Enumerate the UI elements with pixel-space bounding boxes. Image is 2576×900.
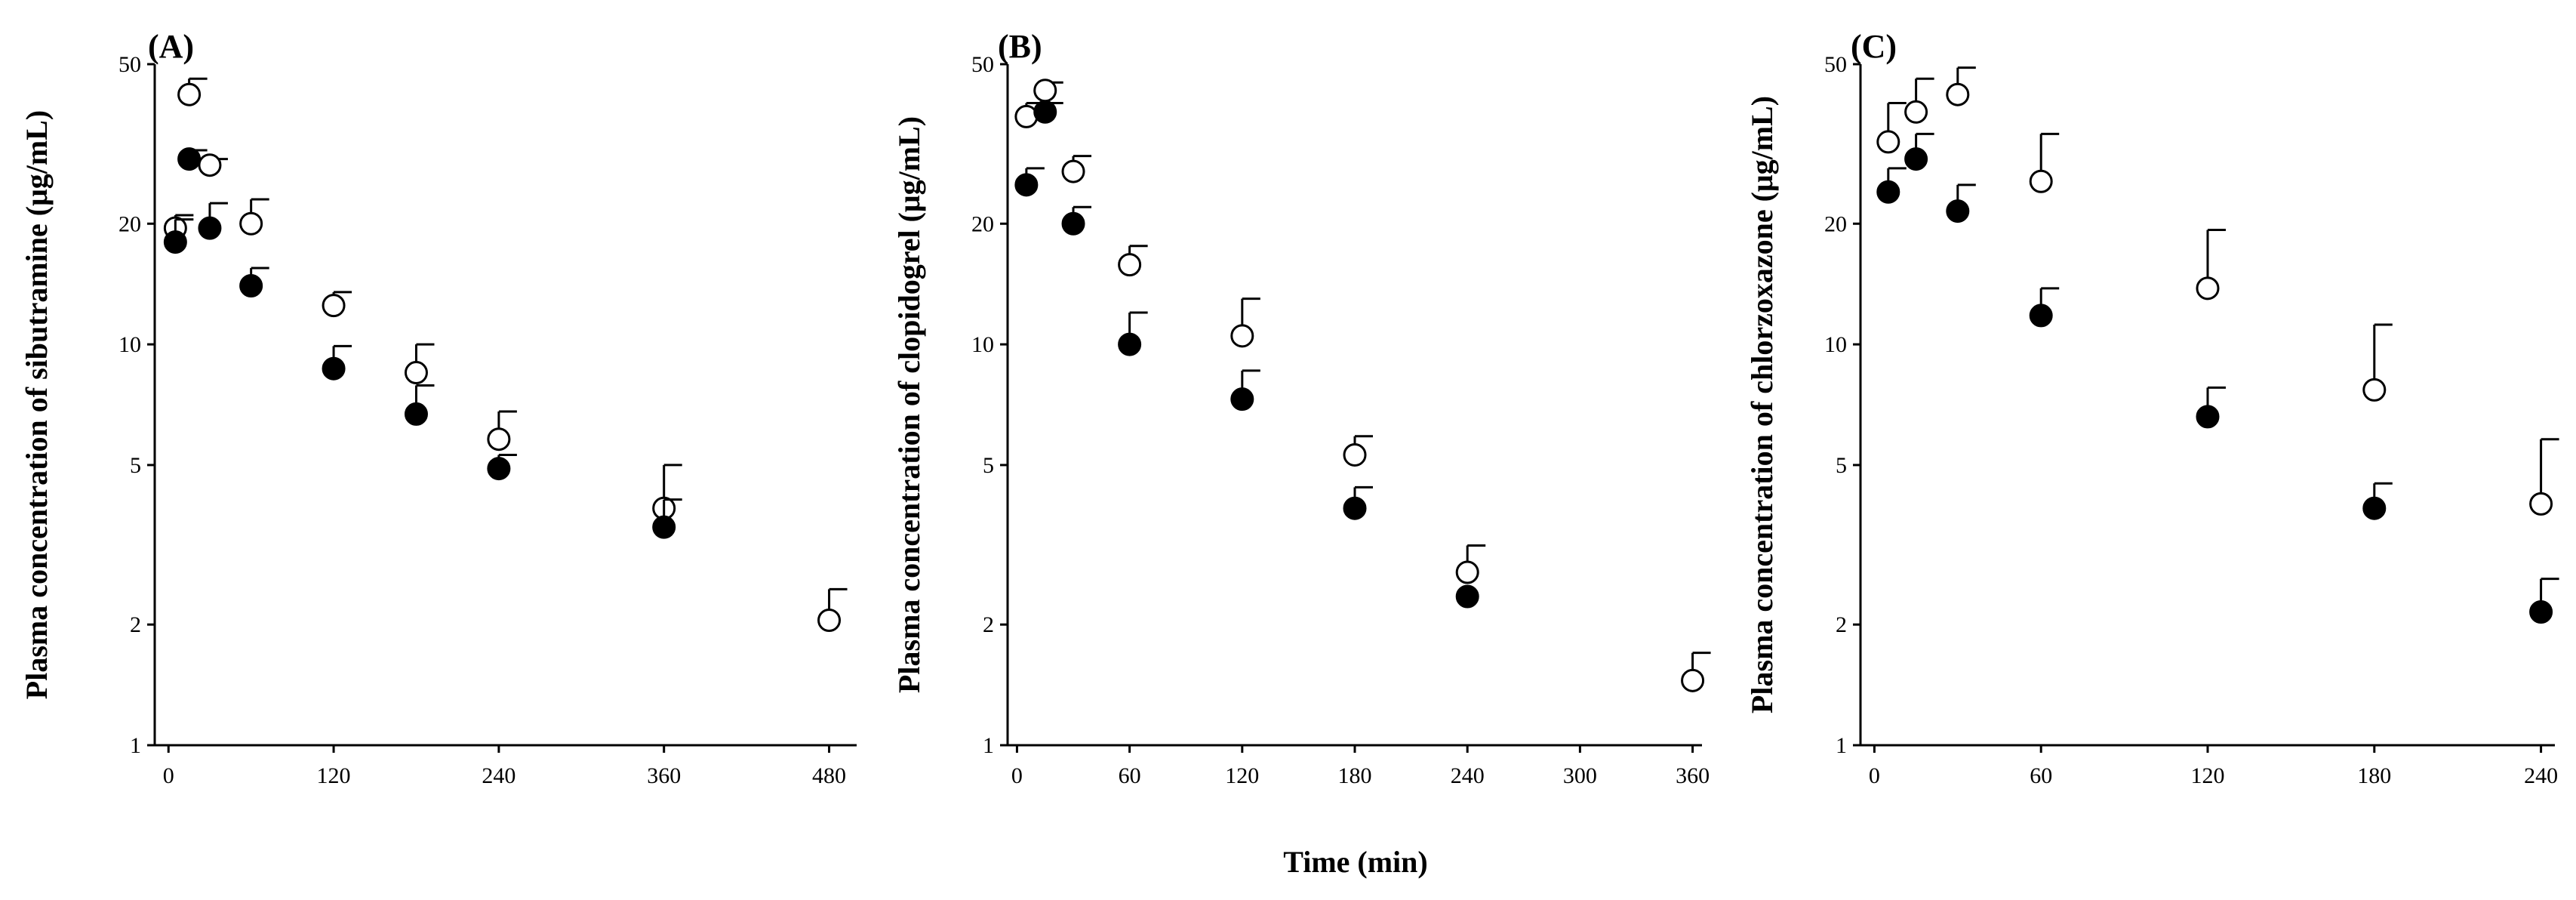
open-circle-point <box>1681 668 1705 692</box>
y-axis-title: Plasma concentration of clopidogrel (μg/… <box>892 116 926 693</box>
x-tick-label: 60 <box>2030 763 2052 788</box>
panel-b: 1 2 5 10 20 50 0 60 120 180 240 300 360 Plasma concen… <box>892 28 1711 788</box>
y-axis-title: Plasma concentration of sibutramine (μg/… <box>20 110 54 699</box>
y-tick-label: 1 <box>983 733 994 758</box>
y-tick-label: 10 <box>971 332 994 357</box>
y-tick-label: 10 <box>1824 332 1847 357</box>
y-tick-label: 20 <box>118 211 141 236</box>
open-circle-point <box>2196 276 2220 301</box>
open-circle-point <box>1946 82 1970 106</box>
filled-circle-point <box>2196 405 2220 429</box>
filled-circle-point <box>1118 332 1142 356</box>
open-circle-point <box>1118 253 1142 277</box>
filled-circle-point <box>198 216 222 240</box>
open-circle-point <box>1904 100 1928 124</box>
x-tick-label: 180 <box>2357 763 2391 788</box>
open-circle-point <box>2029 169 2053 193</box>
filled-circle-point <box>487 457 511 481</box>
filled-circle-point <box>163 230 187 254</box>
y-tick-label: 2 <box>983 612 994 637</box>
x-tick-label: 240 <box>2524 763 2558 788</box>
open-circle-point <box>2362 378 2387 402</box>
filled-circle-point <box>2362 496 2387 520</box>
open-circle-point <box>487 427 511 452</box>
open-circle-point <box>1876 130 1900 154</box>
filled-circle-point <box>404 402 428 426</box>
panel-label: (B) <box>998 28 1042 65</box>
open-circle-point <box>239 211 263 236</box>
common-x-axis-title: Time (min) <box>1283 845 1427 879</box>
filled-circle-point <box>1343 496 1367 520</box>
panel-label: (C) <box>1851 28 1897 65</box>
open-circle-point <box>2529 492 2553 516</box>
x-tick-label: 60 <box>1119 763 1141 788</box>
filled-circle-point <box>2529 600 2553 624</box>
filled-circle-point <box>1876 180 1900 204</box>
filled-circle-point <box>177 147 202 171</box>
open-circle-point <box>198 153 222 177</box>
filled-circle-point <box>652 515 676 539</box>
open-circle-point <box>817 608 842 632</box>
x-tick-label: 120 <box>317 763 351 788</box>
x-tick-label: 0 <box>1869 763 1880 788</box>
y-tick-label: 5 <box>130 453 141 478</box>
filled-circle-point <box>1455 584 1479 609</box>
x-tick-label: 480 <box>812 763 846 788</box>
filled-circle-point <box>1061 211 1085 236</box>
filled-circle-point <box>1230 387 1254 411</box>
filled-circle-point <box>1033 100 1057 124</box>
open-circle-point <box>1343 442 1367 467</box>
y-tick-label: 5 <box>983 453 994 478</box>
y-tick-label: 10 <box>118 332 141 357</box>
filled-circle-point <box>322 356 346 381</box>
open-circle-point <box>1061 159 1085 183</box>
y-tick-label: 2 <box>1836 612 1847 637</box>
filled-circle-point <box>239 274 263 298</box>
panel-label: (A) <box>148 28 194 65</box>
x-tick-label: 360 <box>1676 763 1710 788</box>
panel-a: 1 2 5 10 20 50 0 120 240 360 480 Plasma concentrati… <box>20 28 857 788</box>
y-tick-label: 20 <box>1824 211 1847 236</box>
y-axis-title: Plasma concentration of chlorzoxazone (μ… <box>1745 96 1779 714</box>
open-circle-point <box>177 82 202 106</box>
x-tick-label: 0 <box>163 763 174 788</box>
y-tick-label: 2 <box>130 612 141 637</box>
x-tick-label: 360 <box>647 763 681 788</box>
open-circle-point <box>322 294 346 318</box>
open-circle-point <box>404 361 428 385</box>
y-tick-label: 50 <box>1824 52 1847 77</box>
filled-circle-point <box>1014 173 1039 197</box>
filled-circle-point <box>1946 199 1970 223</box>
y-tick-label: 5 <box>1836 453 1847 478</box>
filled-circle-point <box>1904 147 1928 171</box>
x-tick-label: 120 <box>2191 763 2225 788</box>
open-circle-point <box>1230 324 1254 348</box>
x-tick-label: 240 <box>1451 763 1485 788</box>
open-circle-point <box>1014 104 1039 128</box>
x-tick-label: 120 <box>1225 763 1259 788</box>
x-tick-label: 240 <box>482 763 516 788</box>
panel-c: 1 2 5 10 20 50 0 60 120 180 240 Plasma concentratio… <box>1745 28 2559 788</box>
x-tick-label: 300 <box>1563 763 1597 788</box>
y-tick-label: 1 <box>130 733 141 758</box>
y-tick-label: 1 <box>1836 733 1847 758</box>
x-tick-label: 180 <box>1338 763 1372 788</box>
y-tick-label: 50 <box>971 52 994 77</box>
filled-circle-point <box>2029 304 2053 328</box>
open-circle-point <box>1033 79 1057 103</box>
open-circle-point <box>1455 560 1479 584</box>
x-tick-label: 0 <box>1011 763 1023 788</box>
y-tick-label: 50 <box>118 52 141 77</box>
y-tick-label: 20 <box>971 211 994 236</box>
